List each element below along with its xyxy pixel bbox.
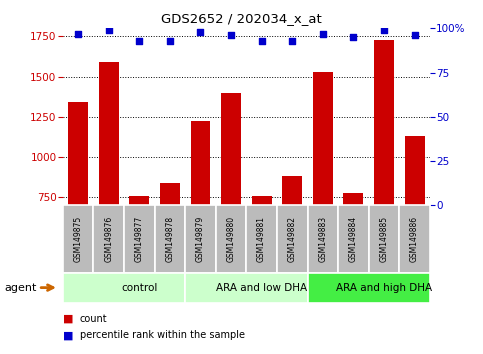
Bar xyxy=(99,62,119,318)
Point xyxy=(350,34,357,40)
Point xyxy=(74,31,82,36)
Text: GSM149879: GSM149879 xyxy=(196,216,205,262)
Point xyxy=(288,38,296,44)
Bar xyxy=(221,93,241,318)
Text: percentile rank within the sample: percentile rank within the sample xyxy=(80,330,245,340)
Point xyxy=(319,31,327,36)
Bar xyxy=(246,205,277,273)
Text: ARA and low DHA: ARA and low DHA xyxy=(216,282,307,293)
Bar xyxy=(374,40,394,318)
Bar xyxy=(185,205,216,273)
Bar xyxy=(155,205,185,273)
Bar xyxy=(308,273,430,303)
Point xyxy=(197,29,204,35)
Text: ARA and high DHA: ARA and high DHA xyxy=(336,282,432,293)
Point xyxy=(135,38,143,44)
Point xyxy=(258,38,266,44)
Text: GSM149882: GSM149882 xyxy=(288,216,297,262)
Bar xyxy=(313,72,333,318)
Bar xyxy=(129,196,149,318)
Text: ■: ■ xyxy=(63,314,73,324)
Point xyxy=(411,33,418,38)
Bar xyxy=(277,205,308,273)
Bar xyxy=(343,193,363,318)
Point xyxy=(105,27,113,33)
Bar xyxy=(160,183,180,318)
Text: GSM149885: GSM149885 xyxy=(380,216,388,262)
Text: GSM149880: GSM149880 xyxy=(227,216,236,262)
Text: agent: agent xyxy=(5,282,37,293)
Text: count: count xyxy=(80,314,107,324)
Bar xyxy=(216,205,246,273)
Point xyxy=(166,38,174,44)
Bar xyxy=(282,176,302,318)
Text: GSM149886: GSM149886 xyxy=(410,216,419,262)
Text: ■: ■ xyxy=(63,330,73,340)
Bar xyxy=(124,205,155,273)
Bar xyxy=(399,205,430,273)
Bar xyxy=(63,273,185,303)
Text: control: control xyxy=(121,282,157,293)
Point xyxy=(380,27,388,33)
Text: GSM149884: GSM149884 xyxy=(349,216,358,262)
Bar xyxy=(190,121,211,318)
Text: GSM149881: GSM149881 xyxy=(257,216,266,262)
Bar xyxy=(185,273,308,303)
Text: GSM149877: GSM149877 xyxy=(135,216,144,262)
Point xyxy=(227,33,235,38)
Bar xyxy=(308,205,338,273)
Bar xyxy=(369,205,399,273)
Text: GSM149875: GSM149875 xyxy=(73,216,83,262)
Bar xyxy=(63,205,93,273)
Text: GSM149878: GSM149878 xyxy=(165,216,174,262)
Text: GDS2652 / 202034_x_at: GDS2652 / 202034_x_at xyxy=(161,12,322,25)
Text: GSM149876: GSM149876 xyxy=(104,216,113,262)
Bar xyxy=(68,102,88,318)
Bar xyxy=(93,205,124,273)
Bar xyxy=(405,136,425,318)
Text: GSM149883: GSM149883 xyxy=(318,216,327,262)
Bar xyxy=(252,196,271,318)
Bar xyxy=(338,205,369,273)
